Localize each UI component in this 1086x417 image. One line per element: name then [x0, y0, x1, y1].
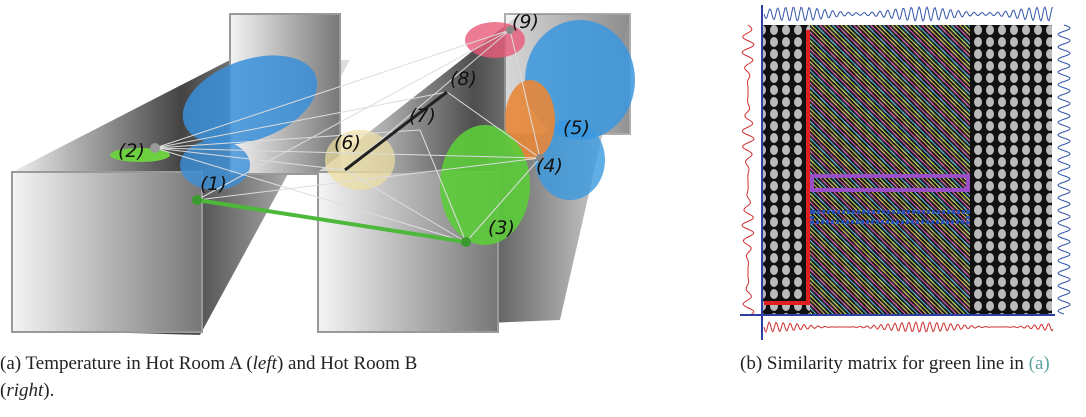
caption-emph: right	[6, 380, 43, 401]
figure-graphics: (1) (2) (3) (4)(5) (6) (7) (8) (9)	[0, 0, 1086, 345]
node-label: (1)	[200, 173, 227, 195]
node-label: (8)	[450, 68, 477, 90]
node-label: (5)	[563, 117, 590, 139]
caption-text: ).	[43, 380, 54, 401]
caption-text: ) and Hot Room B	[277, 353, 417, 374]
caption-emph: left	[253, 353, 277, 374]
panel-b-image	[740, 5, 1070, 340]
caption-ref[interactable]: (a)	[1029, 353, 1050, 374]
node-label: (4)	[536, 155, 563, 177]
panel-a-image: (1) (2) (3) (4)(5) (6) (7) (8) (9)	[12, 11, 635, 335]
node-label: (9)	[512, 11, 539, 33]
node-label: (6)	[334, 132, 361, 154]
caption-b: (b) Similarity matrix for green line in …	[740, 350, 1080, 377]
caption-text: (a) Temperature in Hot Room A (	[0, 353, 253, 374]
caption-text: (b) Similarity matrix for green line in	[740, 353, 1029, 374]
figure: (1) (2) (3) (4)(5) (6) (7) (8) (9) (a) Temperat…	[0, 0, 1086, 417]
node-label: (7)	[409, 105, 436, 127]
node-label: (2)	[118, 140, 145, 162]
caption-a: (a) Temperature in Hot Room A (left) and…	[0, 350, 660, 404]
node-label: (3)	[488, 217, 515, 239]
